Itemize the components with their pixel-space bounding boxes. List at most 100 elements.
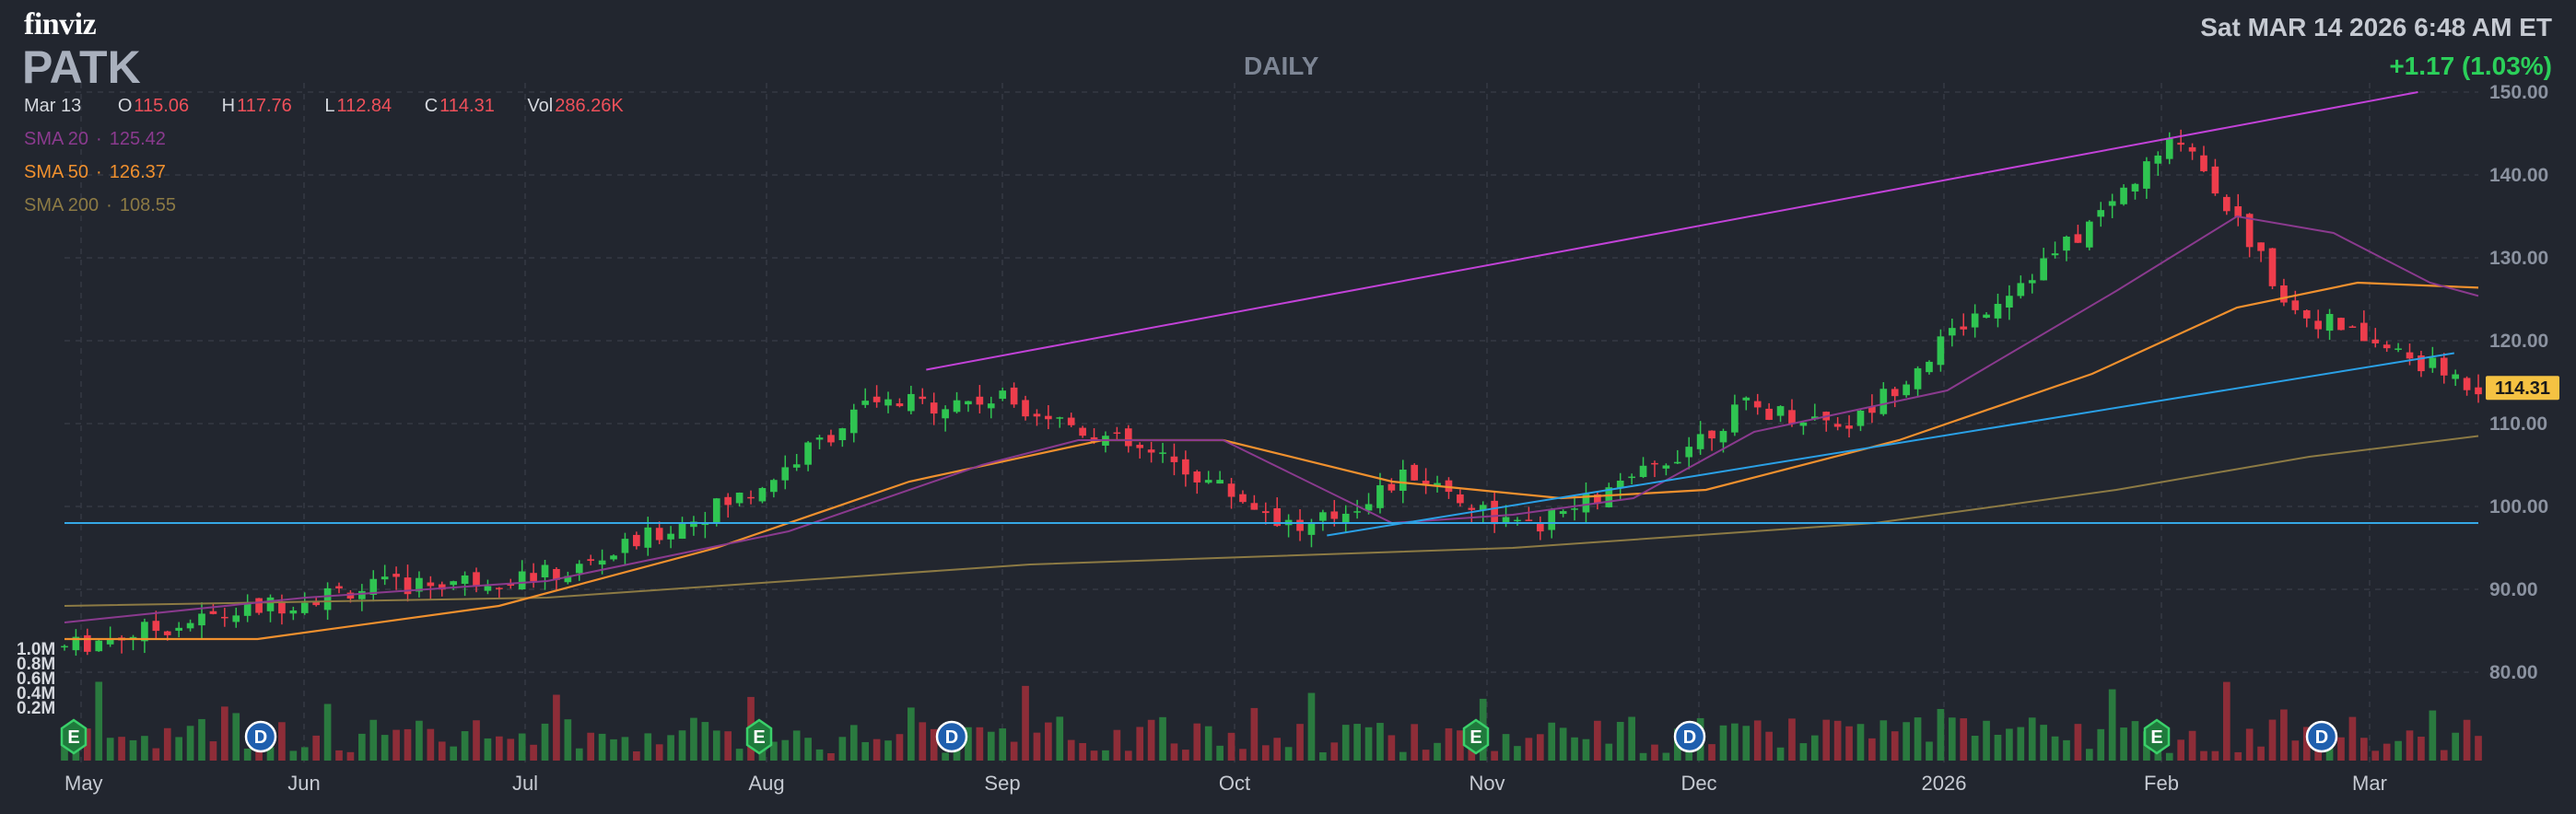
volume-bar <box>1422 750 1430 761</box>
candle <box>2097 210 2105 217</box>
event-marker-label: D <box>945 727 958 748</box>
volume-bar <box>2280 709 2288 761</box>
event-marker-label: E <box>67 727 79 748</box>
volume-value: 286.26K <box>555 96 624 116</box>
candle <box>1250 503 1259 510</box>
timeframe-label[interactable]: DAILY <box>1244 52 1319 80</box>
volume-bar <box>587 732 595 761</box>
candle <box>1307 522 1316 535</box>
candle <box>747 496 755 499</box>
volume-bar <box>712 730 720 761</box>
candle <box>2200 155 2207 171</box>
candle <box>804 442 812 465</box>
volume-bar <box>1525 738 1533 761</box>
volume-bar <box>1799 743 1808 761</box>
volume-bar <box>849 725 858 761</box>
event-marker-label: D <box>1683 727 1696 748</box>
candle <box>861 401 870 405</box>
candle <box>1079 427 1086 436</box>
volume-bar <box>2063 739 2070 761</box>
candle <box>1067 417 1075 425</box>
volume-bar <box>987 731 995 761</box>
candle <box>2028 280 2036 284</box>
volume-bar <box>976 727 984 761</box>
volume-bar <box>416 720 423 761</box>
volume-bar <box>335 750 343 761</box>
earnings-icon <box>2143 718 2171 755</box>
volume-bar <box>2017 727 2025 761</box>
volume-bar <box>1753 720 1762 761</box>
candle <box>1227 483 1235 497</box>
price-tick-label: 110.00 <box>2489 413 2547 435</box>
volume-bar <box>461 731 469 761</box>
volume-bar <box>621 737 629 761</box>
x-tick-label: Nov <box>1469 772 1505 795</box>
candle <box>1364 504 1373 511</box>
volume-bar <box>1022 685 1029 761</box>
candle <box>2418 355 2425 372</box>
volume-bar <box>163 727 171 761</box>
candle <box>1742 397 1751 401</box>
sma20-value: 125.42 <box>109 129 166 149</box>
earnings-icon <box>1462 718 1490 755</box>
candle <box>987 403 995 409</box>
candle <box>1948 328 1956 336</box>
candle <box>2325 313 2334 331</box>
candle <box>2245 214 2254 248</box>
volume-bar <box>2406 730 2414 761</box>
sma20-legend[interactable]: SMA 20 · 125.42 <box>24 129 166 149</box>
sma200-legend[interactable]: SMA 200 · 108.55 <box>24 195 177 215</box>
x-tick-label: Sep <box>984 772 1020 795</box>
finviz-logo[interactable]: finviz <box>24 7 97 41</box>
volume-bar <box>369 719 378 761</box>
sma50-legend[interactable]: SMA 50 · 126.37 <box>24 162 166 182</box>
candle <box>1719 431 1727 443</box>
candle <box>1182 459 1189 475</box>
price-tick-label: 80.00 <box>2489 662 2538 683</box>
candle <box>1033 413 1041 417</box>
candle <box>461 575 469 585</box>
dividend-icon <box>935 720 968 753</box>
price-change: +1.17 (1.03%) <box>2389 52 2552 80</box>
volume-bar <box>1399 751 1407 761</box>
volume-bar <box>1113 729 1121 761</box>
candle <box>152 621 160 632</box>
dividend-icon <box>2305 720 2338 753</box>
candle <box>312 601 321 606</box>
volume-bar <box>2418 737 2425 761</box>
candle <box>1708 430 1715 439</box>
candle <box>1399 469 1407 491</box>
volume-label: Vol <box>527 96 554 116</box>
timestamp: Sat MAR 14 2026 6:48 AM ET <box>2200 13 2552 41</box>
candle <box>2268 248 2277 286</box>
candle <box>1216 480 1224 484</box>
candle <box>1479 505 1487 511</box>
candle <box>999 390 1007 400</box>
candle <box>1124 428 1132 447</box>
volume-bar <box>1926 741 1933 761</box>
candle <box>1273 507 1282 527</box>
candle <box>872 396 881 402</box>
volume-bar <box>2291 740 2300 761</box>
candle <box>965 401 972 405</box>
volume-bar <box>758 748 767 761</box>
volume-bar <box>1639 752 1647 761</box>
candle <box>2429 357 2437 368</box>
volume-bar <box>496 736 503 761</box>
candle <box>976 396 984 405</box>
high-value: 117.76 <box>237 96 292 116</box>
candle <box>1833 424 1842 427</box>
candle <box>2463 378 2471 390</box>
candle <box>2452 374 2459 379</box>
last-price-label: 114.31 <box>2495 378 2550 399</box>
candle <box>896 403 904 407</box>
volume-bar <box>1571 737 1578 761</box>
candle <box>2040 258 2047 281</box>
candle <box>163 631 171 635</box>
x-tick-label: Mar <box>2352 772 2387 795</box>
candle <box>1341 513 1350 523</box>
earnings-icon <box>745 718 773 755</box>
event-marker-label: D <box>254 727 267 748</box>
volume-bar <box>2051 736 2059 761</box>
